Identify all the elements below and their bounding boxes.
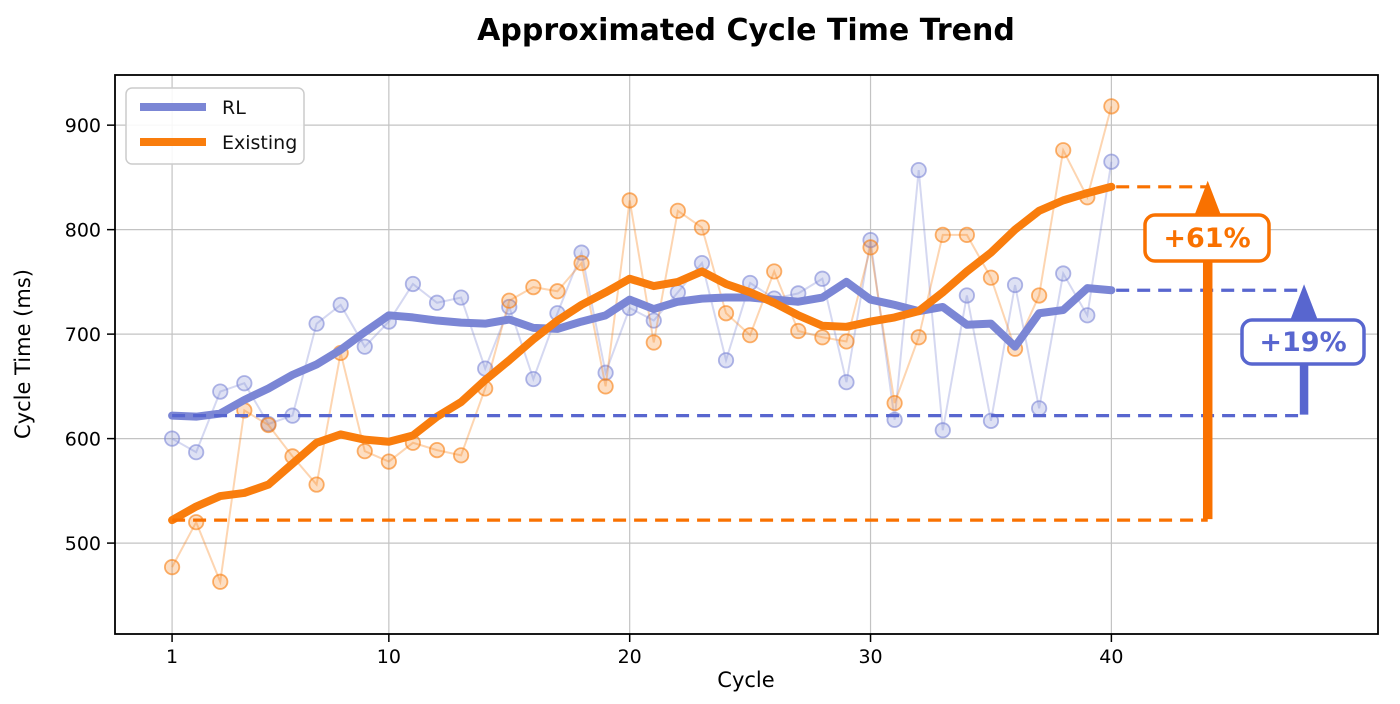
existing-data-point: [308, 476, 325, 493]
existing-data-point: [742, 327, 759, 344]
existing-data-point: [356, 443, 373, 460]
existing-trend-line: [168, 182, 1116, 525]
rl-trend-line: [168, 277, 1116, 421]
existing-data-point: [428, 442, 446, 459]
existing-data-point: [790, 322, 807, 340]
existing-data-point: [452, 447, 470, 464]
existing-gain-badge-label: +61%: [1163, 223, 1250, 254]
x-tick-label: 10: [377, 646, 401, 668]
rl-data-point: [332, 296, 349, 313]
existing-data-point: [669, 202, 686, 219]
rl-data-point: [236, 375, 253, 392]
rl-data-point: [501, 298, 518, 316]
legend: RL Existing: [125, 87, 305, 165]
existing-gain-badge-box: [1143, 213, 1271, 263]
rl-data-point: [452, 289, 470, 306]
rl-data-point: [645, 312, 662, 329]
plot-border: [114, 74, 1379, 635]
existing-data-point: [212, 573, 229, 590]
y-tick-label: 700: [65, 324, 101, 346]
existing-data-point: [717, 305, 735, 322]
legend-item-rl: RL: [140, 97, 246, 119]
x-tick-label: 30: [858, 646, 882, 668]
rl-data-point: [1031, 400, 1048, 417]
rl-data-point: [838, 374, 855, 391]
existing-legend-label: Existing: [222, 132, 297, 154]
existing-data-point: [1055, 142, 1072, 159]
existing-data-point: [597, 378, 614, 395]
rl-data-point: [958, 287, 975, 304]
x-tick-label: 40: [1099, 646, 1123, 668]
rl-legend-label: RL: [222, 97, 246, 119]
rl-data-point: [1055, 265, 1072, 282]
existing-data-point: [766, 263, 783, 280]
rl-data-point: [1006, 276, 1024, 294]
existing-raw-line: [171, 106, 1113, 586]
y-tick-label: 900: [65, 115, 101, 137]
rl-data-point: [308, 315, 325, 332]
rl-data-point: [934, 422, 951, 439]
x-axis-label: Cycle: [717, 668, 774, 692]
existing-data-point: [501, 292, 518, 309]
existing-data-point: [163, 559, 181, 576]
rl-data-point: [982, 412, 1000, 429]
rl-gain-badge-box: [1240, 318, 1366, 366]
existing-data-point: [982, 269, 1000, 286]
existing-data-point: [693, 219, 711, 236]
rl-data-point: [188, 444, 205, 461]
rl-data-point: [717, 352, 735, 369]
existing-data-point: [1031, 287, 1048, 304]
scatter-layer: [163, 98, 1120, 590]
rl-data-point: [814, 270, 831, 287]
rl-data-point: [404, 275, 422, 293]
existing-data-point: [886, 394, 903, 412]
rl-data-point: [525, 370, 542, 388]
gain-arrow-head: [1289, 284, 1320, 324]
legend-item-existing: Existing: [140, 132, 297, 154]
y-axis-label: Cycle Time (ms): [11, 269, 35, 439]
existing-data-point: [838, 333, 855, 350]
rl-data-point: [597, 364, 614, 381]
existing-data-point: [814, 329, 831, 346]
existing-data-point: [934, 226, 951, 243]
rl-data-point: [428, 294, 446, 311]
rl-raw-line: [171, 161, 1113, 454]
x-tick-label: 1: [166, 646, 178, 668]
existing-data-point: [1103, 98, 1120, 115]
rl-data-point: [1103, 153, 1120, 170]
existing-data-point: [621, 192, 638, 209]
rl-gain-badge: +19%: [1240, 318, 1366, 366]
rl-data-point: [910, 161, 927, 179]
y-tick-label: 600: [65, 429, 101, 451]
tick-layer: 500 600 700 800 900 1 10 20 30 40: [65, 115, 1124, 668]
rl-data-point: [212, 383, 229, 400]
existing-data-point: [645, 334, 662, 351]
rl-data-point: [1079, 307, 1096, 324]
existing-data-point: [910, 329, 927, 346]
existing-data-point: [958, 226, 975, 243]
existing-data-point: [549, 283, 566, 300]
gain-arrow-head: [1192, 180, 1223, 220]
y-tick-label: 800: [65, 220, 101, 242]
rl-gain-badge-label: +19%: [1259, 327, 1346, 358]
existing-data-point: [260, 416, 277, 434]
existing-gain-badge: +61%: [1143, 213, 1271, 263]
existing-data-point: [380, 453, 397, 470]
x-tick-label: 20: [618, 646, 642, 668]
rl-data-point: [163, 430, 181, 447]
existing-data-point: [573, 254, 590, 272]
y-tick-label: 500: [65, 533, 101, 555]
existing-data-point: [525, 279, 542, 296]
rl-data-point: [356, 338, 373, 355]
existing-data-point: [862, 239, 879, 256]
existing-data-point: [188, 514, 205, 531]
chart-title: Approximated Cycle Time Trend: [477, 13, 1015, 48]
trend-line-layer: [168, 182, 1116, 525]
